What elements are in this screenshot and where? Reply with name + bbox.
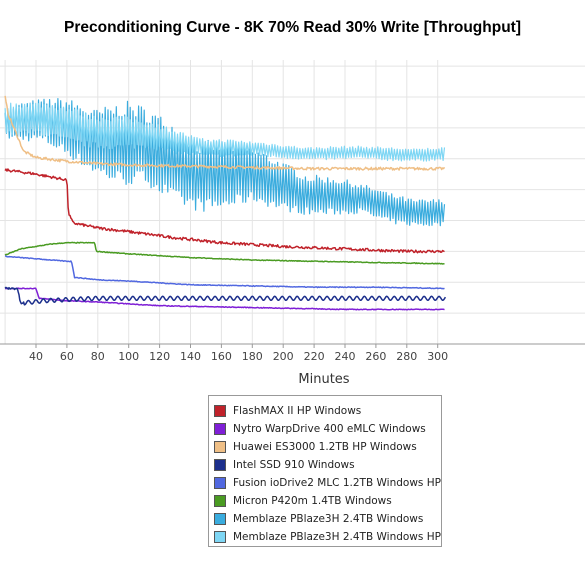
series-line-huawei-es3000-1-2tb-hp-windows bbox=[4, 95, 446, 171]
legend-item-memblaze-pblaze3h-2-4tb-windows[interactable]: Memblaze PBlaze3H 2.4TB Windows bbox=[209, 510, 441, 528]
x-tick-label: 80 bbox=[91, 350, 105, 363]
legend-swatch bbox=[214, 459, 226, 471]
legend-swatch bbox=[214, 423, 226, 435]
legend-swatch bbox=[214, 477, 226, 489]
x-tick-label: 60 bbox=[60, 350, 74, 363]
series-line-memblaze-pblaze3h-2-4tb-windows-hp bbox=[4, 102, 446, 162]
legend: FlashMAX II HP Windows Nytro WarpDrive 40… bbox=[208, 395, 442, 547]
series-line-intel-ssd-910-windows bbox=[4, 286, 447, 306]
x-axis-title: Minutes bbox=[298, 372, 349, 387]
legend-item-intel-ssd-910-windows[interactable]: Intel SSD 910 Windows bbox=[209, 456, 441, 474]
legend-swatch bbox=[214, 405, 226, 417]
x-tick-label: 140 bbox=[180, 350, 201, 363]
legend-item-huawei-es3000-1-2tb-hp-windows[interactable]: Huawei ES3000 1.2TB HP Windows bbox=[209, 438, 441, 456]
legend-item-fusion-iodrive2-mlc-1-2tb-windows-hp[interactable]: Fusion ioDrive2 MLC 1.2TB Windows HP bbox=[209, 474, 441, 492]
legend-swatch bbox=[214, 513, 226, 525]
legend-swatch bbox=[214, 441, 226, 453]
legend-item-memblaze-pblaze3h-2-4tb-windows-hp[interactable]: Memblaze PBlaze3H 2.4TB Windows HP bbox=[209, 528, 441, 546]
x-tick-label: 160 bbox=[211, 350, 232, 363]
x-tick-label: 240 bbox=[335, 350, 356, 363]
legend-label: Micron P420m 1.4TB Windows bbox=[233, 495, 392, 507]
legend-label: Huawei ES3000 1.2TB HP Windows bbox=[233, 441, 417, 453]
legend-item-flashmax-ii-hp-windows[interactable]: FlashMAX II HP Windows bbox=[209, 402, 441, 420]
legend-label: Memblaze PBlaze3H 2.4TB Windows bbox=[233, 513, 424, 525]
series-line-flashmax-ii-hp-windows bbox=[4, 168, 445, 254]
x-tick-label: 180 bbox=[242, 350, 263, 363]
x-tick-label: 220 bbox=[304, 350, 325, 363]
legend-label: Memblaze PBlaze3H 2.4TB Windows HP bbox=[233, 531, 441, 543]
legend-label: Fusion ioDrive2 MLC 1.2TB Windows HP bbox=[233, 477, 441, 489]
legend-swatch bbox=[214, 531, 226, 543]
legend-label: FlashMAX II HP Windows bbox=[233, 405, 362, 417]
x-tick-label: 120 bbox=[149, 350, 170, 363]
x-tick-label: 40 bbox=[29, 350, 43, 363]
series-lines bbox=[4, 95, 447, 311]
legend-item-micron-p420m-1-4tb-windows[interactable]: Micron P420m 1.4TB Windows bbox=[209, 492, 441, 510]
x-tick-label: 100 bbox=[118, 350, 139, 363]
x-tick-label: 260 bbox=[365, 350, 386, 363]
x-tick-label: 200 bbox=[273, 350, 294, 363]
legend-item-nytro-warpdrive-400-emlc-windows[interactable]: Nytro WarpDrive 400 eMLC Windows bbox=[209, 420, 441, 438]
series-line-micron-p420m-1-4tb-windows bbox=[4, 241, 445, 265]
chart-title: Preconditioning Curve - 8K 70% Read 30% … bbox=[63, 19, 521, 36]
legend-label: Intel SSD 910 Windows bbox=[233, 459, 355, 471]
legend-swatch bbox=[214, 495, 226, 507]
x-tick-label: 280 bbox=[396, 350, 417, 363]
x-tick-label: 300 bbox=[427, 350, 448, 363]
legend-label: Nytro WarpDrive 400 eMLC Windows bbox=[233, 423, 426, 435]
x-axis: 40 60 80 100 120 140 160 180 200 220 240 260 280 300 bbox=[0, 343, 585, 363]
series-line-fusion-iodrive2-mlc-1-2tb-windows-hp bbox=[5, 255, 445, 290]
